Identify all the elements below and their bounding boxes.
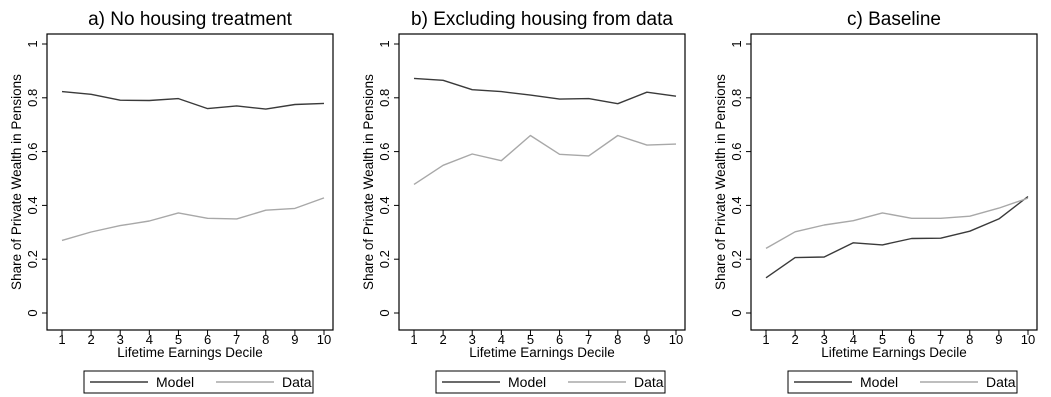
x-tick-label: 7 [585,332,592,347]
x-tick-label: 1 [410,332,417,347]
x-tick-label: 6 [556,332,563,347]
legend-label-data: Data [634,374,664,390]
x-axis-label: Lifetime Earnings Decile [469,345,615,360]
y-tick-label: 0.2 [25,250,40,268]
x-tick-label: 1 [762,332,769,347]
y-axis-label: Share of Private Wealth in Pensions [9,74,24,290]
x-tick-label: 8 [262,332,269,347]
y-tick-label: 0.4 [729,196,744,214]
chart-panel-3: c) Baseline 0 0.2 0.4 0.6 0.8 1 1 2 3 4 5 6 7 8 9 10 Life… [713,9,1038,394]
series-line-model [61,90,325,110]
legend-label-model: Model [860,374,898,390]
x-tick-label: 10 [1021,332,1035,347]
x-tick-label: 2 [439,332,446,347]
legend-label-data: Data [986,374,1016,390]
y-tick-label: 0.4 [377,196,392,214]
x-tick-label: 5 [175,332,182,347]
y-tick-label: 0 [25,309,40,316]
y-tick-label: 0.4 [25,196,40,214]
x-tick-label: 4 [498,332,505,347]
x-axis-label: Lifetime Earnings Decile [821,345,967,360]
x-tick-label: 9 [291,332,298,347]
series-line-model [765,195,1029,279]
x-tick-label: 1 [58,332,65,347]
series-line-data [413,134,677,185]
x-tick-label: 7 [937,332,944,347]
plot-area [750,33,1038,331]
y-tick-label: 0.2 [377,250,392,268]
legend-box [787,370,1018,394]
x-tick-label: 8 [966,332,973,347]
plot-area [46,33,334,331]
chart-title: b) Excluding housing from data [411,9,673,30]
legend-box [435,370,666,394]
legend-label-data: Data [282,374,312,390]
x-tick-label: 3 [469,332,476,347]
y-tick-label: 0 [729,309,744,316]
x-tick-label: 8 [614,332,621,347]
x-tick-label: 3 [821,332,828,347]
x-tick-label: 6 [204,332,211,347]
legend-label-model: Model [156,374,194,390]
y-axis-label: Share of Private Wealth in Pensions [361,74,376,290]
y-tick-label: 0.6 [729,143,744,161]
chart-panel-2: b) Excluding housing from data 0 0.2 0.4 0.6… [361,9,686,394]
x-tick-label: 9 [643,332,650,347]
x-tick-label: 3 [117,332,124,347]
series-line-data [61,197,325,242]
y-tick-label: 1 [25,40,40,47]
chart-title: a) No housing treatment [88,9,293,30]
y-tick-label: 1 [729,40,744,47]
x-axis-label: Lifetime Earnings Decile [117,345,263,360]
x-tick-label: 2 [87,332,94,347]
plot-area [398,33,686,331]
x-tick-label: 9 [995,332,1002,347]
y-tick-label: 1 [377,40,392,47]
y-tick-label: 0 [377,309,392,316]
x-tick-label: 4 [146,332,153,347]
x-tick-label: 5 [527,332,534,347]
x-tick-label: 10 [669,332,683,347]
y-tick-label: 0.6 [25,143,40,161]
x-tick-label: 4 [850,332,857,347]
y-axis-label: Share of Private Wealth in Pensions [713,74,728,290]
x-tick-label: 5 [879,332,886,347]
y-tick-label: 0.8 [377,89,392,107]
x-tick-label: 6 [908,332,915,347]
x-tick-label: 2 [791,332,798,347]
legend-box [83,370,314,394]
y-tick-label: 0.8 [25,89,40,107]
chart-panel-1: a) No housing treatment 0 0.2 0.4 0.6 0.8 1 1 2 3… [9,9,334,394]
chart-title: c) Baseline [847,9,941,30]
y-tick-label: 0.8 [729,89,744,107]
y-tick-label: 0.2 [729,250,744,268]
legend-label-model: Model [508,374,546,390]
series-line-data [765,197,1029,250]
y-tick-label: 0.6 [377,143,392,161]
series-line-model [413,77,677,105]
x-tick-label: 10 [317,332,331,347]
x-tick-label: 7 [233,332,240,347]
